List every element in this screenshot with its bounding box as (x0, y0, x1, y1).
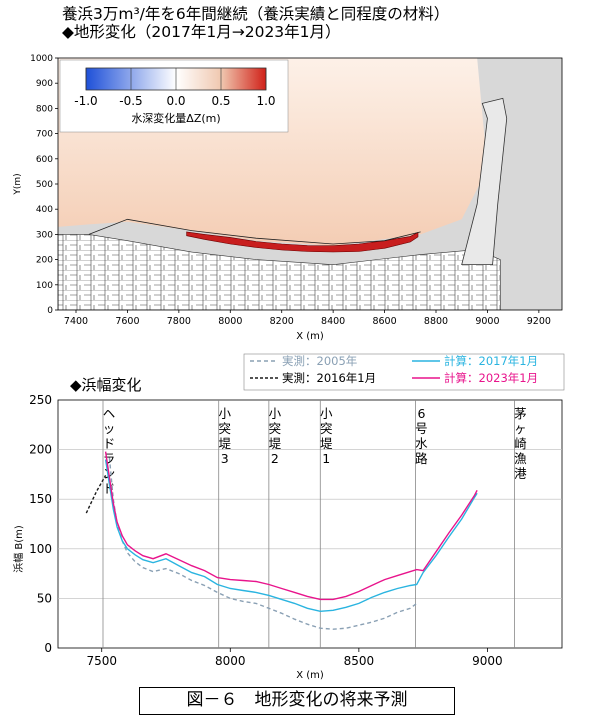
map-y-tick-label: 800 (36, 104, 53, 114)
topography-change-map: 7400 7600 7800 8000 8200 8400 8600 8800 9000 9200… (13, 54, 563, 342)
structure-label: 小突堤 3 (218, 406, 231, 466)
structure-label: ヘッドランド (103, 406, 116, 496)
beach-width-title: ◆浜幅変化 (70, 376, 142, 394)
series-line (85, 475, 107, 514)
legend-label: 実測：2005年 (282, 354, 357, 368)
map-x-axis-label: X (m) (296, 331, 324, 342)
plot-area (57, 399, 563, 649)
colorbar-tick-label: -0.5 (119, 94, 142, 108)
y-tick-label: 150 (29, 492, 52, 506)
legend-box (243, 353, 565, 391)
map-x-tick-label: 8800 (424, 316, 448, 327)
y-tick-label: 100 (29, 542, 52, 556)
map-y-tick-label: 900 (36, 79, 53, 89)
figure-subtitle: 養浜3万m³/年を6年間継続（養浜実績と同程度の材料） (62, 5, 450, 23)
map-x-tick-label: 9000 (475, 316, 499, 327)
y-tick-label: 250 (29, 393, 52, 407)
map-x-tick-label: 8400 (321, 316, 345, 327)
beach-width-y-axis-label: 浜幅 B(m) (12, 525, 25, 573)
map-y-tick-label: 700 (36, 130, 53, 140)
accretion-band (186, 231, 419, 253)
y-tick-label: 50 (37, 591, 52, 605)
colorbar-tick-label: 0.5 (211, 94, 230, 108)
y-tick-label: 0 (44, 641, 52, 655)
x-tick-label: 9000 (472, 654, 503, 668)
beach-width-x-axis-label: X (m) (296, 670, 324, 681)
figure-caption: 図－６ 地形変化の将来予測 (139, 687, 455, 715)
map-x-tick-label: 8600 (372, 316, 396, 327)
colorbar-tick-label: -1.0 (74, 94, 97, 108)
y-tick-label: 200 (29, 443, 52, 457)
legend-label: 実測：2016年1月 (282, 371, 376, 385)
x-tick-label: 8000 (215, 654, 246, 668)
series-line (104, 451, 478, 601)
structure-label: 小突堤 1 (320, 406, 333, 466)
x-tick-label: 8500 (344, 654, 375, 668)
map-y-tick-label: 200 (36, 256, 53, 266)
colorbar-tick-label: 1.0 (256, 94, 275, 108)
structure-label: 茅ヶ崎漁港 (514, 406, 527, 481)
structure-label: 6 号水路 (415, 406, 428, 466)
coastal-town (58, 234, 501, 310)
colorbar: -1.0 -0.5 0.0 0.5 1.0 水深変化量ΔZ(m) (59, 59, 289, 133)
fishing-port-breakwater (461, 97, 508, 266)
map-y-tick-label: 400 (36, 205, 53, 215)
shoreline (88, 218, 421, 245)
structure-label: 小突堤 2 (269, 406, 282, 466)
map-x-tick-label: 8200 (270, 316, 294, 327)
topography-change-heading: ◆地形変化（2017年1月→2023年1月） (62, 23, 341, 41)
map-x-tick-label: 7400 (64, 316, 88, 327)
beach-width-chart: 0 50 100 150 200 250 7500 8000 8500 9000 ヘッドランド 小突堤… (12, 353, 565, 681)
map-y-tick-label: 600 (36, 155, 53, 165)
colorbar-title: 水深変化量ΔZ(m) (131, 111, 220, 125)
map-y-axis-label: Y(m) (13, 173, 23, 195)
map-x-tick-label: 8000 (218, 316, 242, 327)
series-line (104, 459, 478, 613)
map-x-tick-label: 7600 (115, 316, 139, 327)
series-line (108, 457, 418, 630)
map-y-tick-label: 500 (36, 180, 53, 190)
legend-label: 計算：2017年1月 (444, 354, 538, 368)
map-x-tick-label: 9200 (527, 316, 551, 327)
map-y-tick-label: 100 (36, 281, 53, 291)
colorbar-tick-label: 0.0 (166, 94, 185, 108)
x-tick-label: 7500 (86, 654, 117, 668)
map-y-tick-label: 300 (36, 230, 53, 240)
map-y-tick-label: 1000 (30, 54, 53, 64)
legend-label: 計算：2023年1月 (444, 371, 538, 385)
map-x-tick-label: 7800 (167, 316, 191, 327)
map-y-tick-label: 0 (47, 306, 53, 316)
